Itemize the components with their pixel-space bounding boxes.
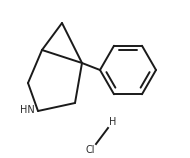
Text: Cl: Cl bbox=[86, 145, 95, 155]
Text: HN: HN bbox=[20, 105, 35, 115]
Text: H: H bbox=[109, 117, 116, 127]
